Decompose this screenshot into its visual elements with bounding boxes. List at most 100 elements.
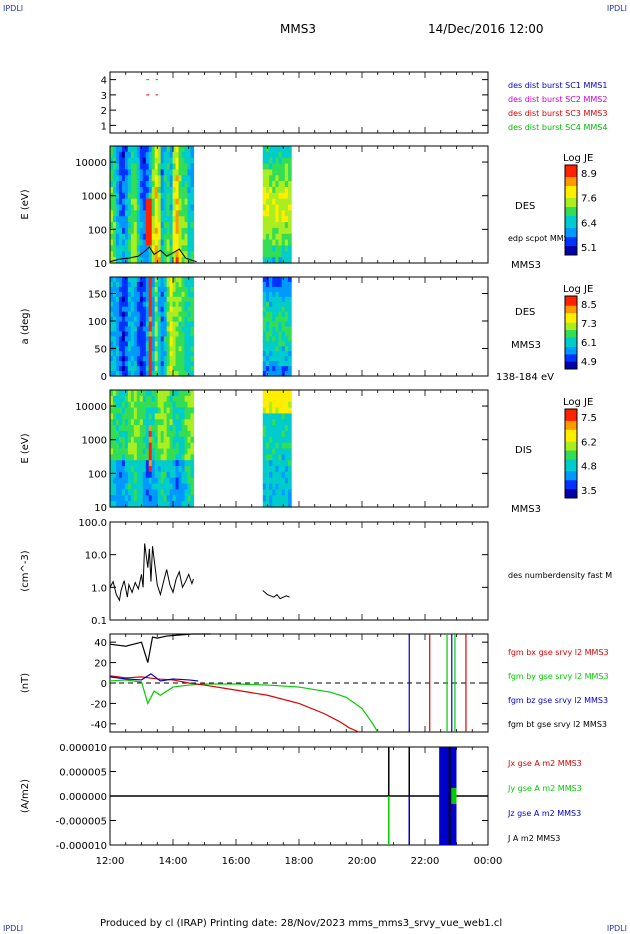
dis-energy-panel-ytick-label: 1000	[82, 436, 107, 447]
des-energy-colorbar-tick: 7.6	[581, 194, 597, 205]
des-pitch-sc-label: MMS3	[511, 340, 541, 351]
current-burst-jy	[451, 788, 457, 804]
dis-energy-colorbar-cell	[565, 468, 577, 472]
des-energy-colorbar-cell	[565, 237, 577, 241]
time-tick-label: 16:00	[222, 856, 251, 867]
des-pitch-colorbar-cell	[565, 361, 577, 365]
dis-energy-coverage-0	[110, 390, 195, 508]
dis-energy-colorbar-cell	[565, 447, 577, 452]
des-energy-colorbar-cell	[565, 177, 577, 181]
dis-energy-panel-ytick-label: 10000	[75, 402, 107, 413]
dis-energy-colorbar-cell	[565, 435, 577, 440]
corner-label-bl: IPDLI	[3, 924, 24, 933]
footer-credit: Produced by cl (IRAP) Printing date: 28/…	[100, 918, 503, 929]
burst-panel-ytick-label: 3	[101, 91, 107, 102]
des-energy-colorbar-cell	[565, 210, 577, 214]
des-energy-colorbar-cell	[565, 201, 577, 205]
fgm-legend-3: fgm bt gse srvy l2 MMS3	[508, 720, 607, 729]
des-pitch-colorbar-cell	[565, 330, 577, 333]
des-energy-colorbar-cell	[565, 171, 577, 175]
des-energy-label: DES	[515, 201, 535, 212]
fgm-ylabel: (nT)	[20, 673, 31, 693]
dis-energy-colorbar-cell	[565, 441, 577, 446]
density-line-0	[109, 543, 194, 602]
des-pitch-colorbar-tick: 8.5	[581, 300, 597, 311]
des-energy-colorbar-frame	[564, 164, 578, 256]
des-energy-ylabel: E (eV)	[20, 189, 31, 219]
des-pitch-colorbar-cell	[565, 356, 577, 360]
current-ylabel: (A/m2)	[20, 779, 31, 813]
time-tick-label: 14:00	[159, 856, 188, 867]
dis-energy-panel-ytick-label: 10	[94, 503, 107, 514]
burst-legend-sc1: des dist burst SC1 MMS1	[508, 81, 607, 90]
burst-panel-ytick-label: 1	[101, 121, 107, 132]
des-energy-panel-ytick-label: 10000	[75, 158, 107, 169]
des-pitch-colorbar-cell	[565, 313, 577, 316]
des-energy-colorbar-cell	[565, 165, 577, 169]
dis-energy-colorbar-cell	[565, 465, 577, 469]
des-energy-colorbar-cell	[565, 216, 577, 220]
dis-energy-colorbar-cell	[565, 444, 577, 449]
dis-energy-colorbar-cell	[565, 486, 577, 490]
dis-energy-colorbar-cell	[565, 462, 577, 466]
des-energy-colorbar-cell	[565, 252, 577, 256]
density-ylabel: (cm^-3)	[20, 550, 31, 591]
dis-energy-colorbar-cell	[565, 417, 577, 422]
time-tick-label: 00:00	[474, 856, 503, 867]
dis-energy-colorbar-tick: 6.2	[581, 437, 597, 448]
des-pitch-colorbar-cell	[565, 296, 577, 299]
current-legend-2: Jz gse A m2 MMS3	[507, 809, 581, 818]
fgm-panel-ytick-label: 0	[101, 679, 107, 690]
des-pitch-colorbar-cell	[565, 332, 577, 336]
des-energy-colorbar-tick: 5.1	[581, 243, 597, 254]
des-pitch-colorbar-cell	[565, 300, 577, 304]
des-pitch-colorbar-cell	[565, 351, 577, 355]
des-pitch-colorbar-cell	[565, 308, 577, 312]
des-energy-colorbar-cell	[565, 213, 577, 217]
fgm-line-bt	[109, 633, 211, 663]
des-pitch-colorbar-cell	[565, 349, 577, 353]
density-panel-ytick-label: 100.0	[78, 518, 107, 529]
des-pitch-colorbar-cell	[565, 337, 577, 341]
dis-energy-colorbar-cell	[565, 429, 577, 434]
dis-energy-colorbar-cell	[565, 432, 577, 437]
dis-energy-colorbar-cell	[565, 456, 577, 460]
des-energy-colorbar-cell	[565, 204, 577, 208]
dis-energy-colorbar-cell	[565, 414, 577, 419]
des-pitch-colorbar-tick: 7.3	[581, 319, 597, 330]
des-pitch-colorbar-cell	[565, 320, 577, 324]
fgm-legend-0: fgm bx gse srvy l2 MMS3	[508, 648, 609, 657]
density-line-1	[262, 590, 290, 600]
des-pitch-colorbar-cell	[565, 317, 577, 321]
des-pitch-colorbar-cell	[565, 334, 577, 338]
density-legend: des numberdensity fast M	[508, 571, 612, 580]
fgm-panel-ytick-label: 20	[94, 659, 107, 670]
des-pitch-energy-range: 138-184 eV	[496, 372, 554, 383]
dis-energy-label: DIS	[515, 445, 532, 456]
burst-legend-sc3: des dist burst SC3 MMS3	[508, 109, 607, 118]
des-energy-colorbar-title: Log JE	[563, 153, 593, 164]
des-pitch-colorbar-cell	[565, 359, 577, 363]
dis-energy-colorbar-cell	[565, 426, 577, 431]
des-pitch-ylabel: a (deg)	[20, 308, 31, 344]
corner-label-tl: IPDLI	[3, 4, 24, 13]
fgm-legend-2: fgm bz gse srvy l2 MMS3	[508, 696, 608, 705]
des-energy-colorbar-cell	[565, 180, 577, 184]
des-pitch-colorbar-tick: 6.1	[581, 338, 597, 349]
dis-energy-ylabel: E (eV)	[20, 433, 31, 463]
des-energy-sc-label: MMS3	[511, 260, 541, 271]
des-energy-colorbar-cell	[565, 192, 577, 196]
des-energy-panel-ytick-label: 100	[88, 225, 107, 236]
des-pitch-colorbar-cell	[565, 325, 577, 329]
time-tick-label: 20:00	[348, 856, 377, 867]
des-pitch-colorbar-cell	[565, 366, 577, 370]
corner-label-tr: IPDLI	[606, 4, 627, 13]
des-energy-colorbar-cell	[565, 183, 577, 187]
time-tick-label: 12:00	[96, 856, 125, 867]
date-time: 14/Dec/2016 12:00	[428, 22, 544, 36]
dis-energy-colorbar-cell	[565, 471, 577, 475]
des-energy-colorbar-cell	[565, 189, 577, 193]
dis-energy-colorbar-cell	[565, 492, 577, 496]
dis-energy-colorbar-cell	[565, 423, 577, 428]
current-burst-band	[439, 747, 457, 845]
